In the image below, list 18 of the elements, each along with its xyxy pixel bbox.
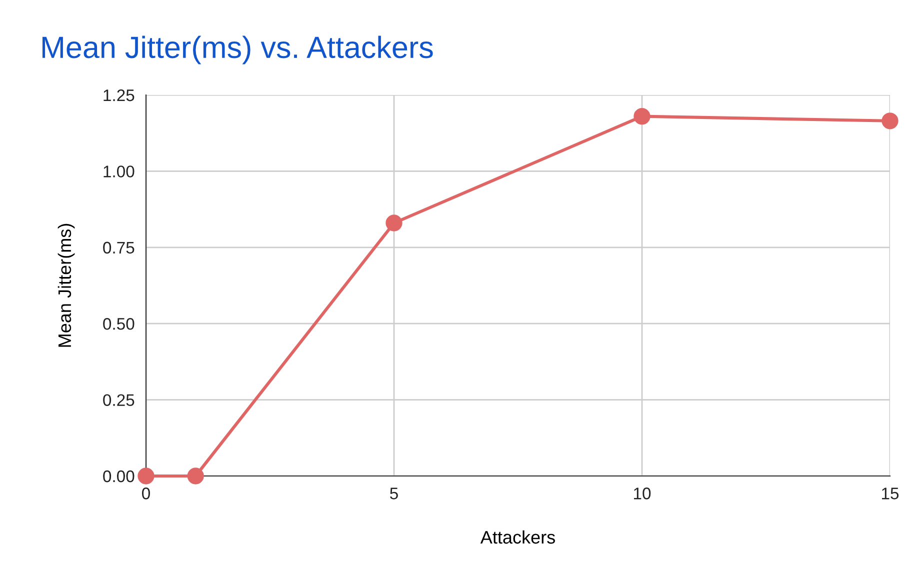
x-tick-label: 0	[142, 488, 150, 500]
point	[634, 108, 650, 125]
point	[882, 112, 898, 130]
point	[138, 468, 154, 484]
point	[386, 214, 402, 232]
x-tick-label: 10	[634, 488, 651, 500]
x-tick-label: 5	[390, 488, 398, 500]
y-axis-title: Mean Jitter(ms)	[58, 224, 75, 347]
y-tick-label: 1.00	[104, 166, 134, 178]
x-axis-title: Attackers	[480, 530, 555, 544]
y-tick-label: 1.25	[104, 89, 134, 102]
x-tick-label: 15	[882, 488, 899, 500]
y-tick-label: 0.00	[103, 470, 134, 482]
point	[187, 468, 204, 484]
y-tick-label: 0.25	[103, 394, 134, 406]
chart-title: Mean Jitter(ms) vs. Attackers	[42, 36, 433, 64]
y-tick-label: 0.50	[103, 318, 134, 330]
y-tick-label: 0.75	[103, 242, 134, 254]
